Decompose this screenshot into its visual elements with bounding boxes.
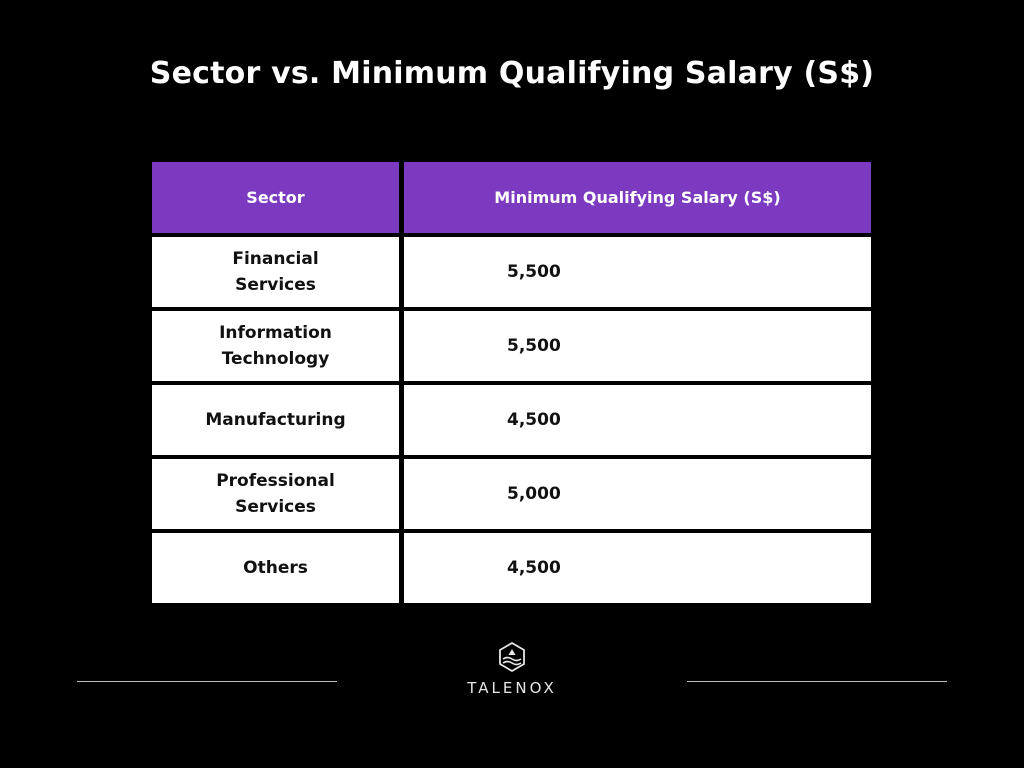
talenox-hexagon-icon [499, 641, 525, 673]
table-row: Manufacturing 4,500 [152, 385, 872, 455]
table-row: Information Technology 5,500 [152, 311, 872, 381]
header-salary: Minimum Qualifying Salary (S$) [404, 162, 871, 233]
salary-cell: 4,500 [404, 533, 871, 603]
salary-cell: 5,500 [404, 311, 871, 381]
table-row: Others 4,500 [152, 533, 872, 603]
table-row: Professional Services 5,000 [152, 459, 872, 529]
salary-cell: 4,500 [404, 385, 871, 455]
salary-cell: 5,000 [404, 459, 871, 529]
page-title: Sector vs. Minimum Qualifying Salary (S$… [149, 56, 875, 91]
salary-table: Sector Minimum Qualifying Salary (S$) Fi… [152, 162, 872, 603]
footer-divider-right [687, 681, 947, 682]
table-header-row: Sector Minimum Qualifying Salary (S$) [152, 162, 872, 233]
brand-wordmark: TALENOX [467, 679, 557, 697]
sector-cell: Financial Services [152, 237, 399, 307]
sector-cell: Manufacturing [152, 385, 399, 455]
sector-cell: Information Technology [152, 311, 399, 381]
table-row: Financial Services 5,500 [152, 237, 872, 307]
sector-cell: Others [152, 533, 399, 603]
sector-cell: Professional Services [152, 459, 399, 529]
salary-cell: 5,500 [404, 237, 871, 307]
header-sector: Sector [152, 162, 399, 233]
footer-divider-left [77, 681, 337, 682]
